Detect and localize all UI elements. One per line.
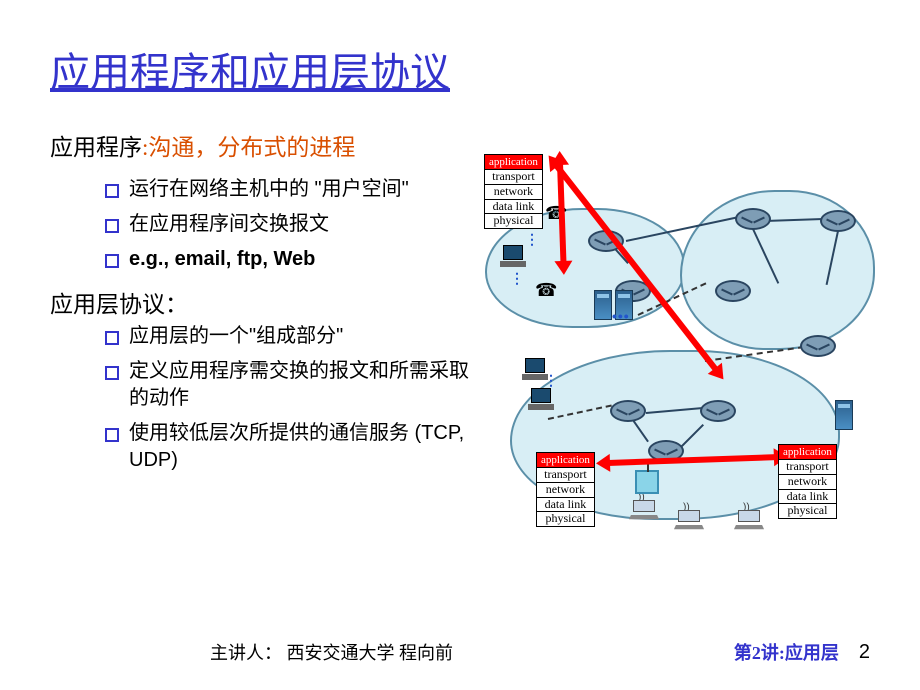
footer: 主讲人： 西安交通大学 程向前 第2讲:应用层 2 bbox=[0, 639, 920, 665]
ellipsis-dots: ⋮ bbox=[510, 270, 526, 287]
protocol-stack: applicationtransportnetworkdata linkphys… bbox=[484, 154, 543, 229]
server-icon bbox=[835, 400, 853, 430]
stack-layer: data link bbox=[537, 498, 594, 513]
laptop-icon: )) bbox=[735, 510, 763, 530]
stack-layer: application bbox=[779, 445, 836, 460]
router-icon bbox=[820, 210, 856, 232]
bullet-item: 在应用程序间交换报文 bbox=[105, 211, 470, 238]
slide: 应用程序和应用层协议 应用程序:沟通，分布式的进程 运行在网络主机中的 "用户空… bbox=[0, 0, 920, 690]
server-icon bbox=[594, 290, 612, 320]
laptop-icon: )) bbox=[630, 500, 658, 520]
pc-icon bbox=[500, 245, 526, 267]
stack-layer: network bbox=[485, 185, 542, 200]
router-icon bbox=[735, 208, 771, 230]
presenter-text: 主讲人： 西安交通大学 程向前 bbox=[210, 639, 453, 665]
stack-layer: network bbox=[537, 483, 594, 498]
bullet-item: 运行在网络主机中的 "用户空间" bbox=[105, 176, 470, 203]
spacer bbox=[50, 166, 470, 172]
bullet-item: 定义应用程序需交换的报文和所需采取的动作 bbox=[105, 358, 470, 412]
stack-layer: transport bbox=[779, 460, 836, 475]
stack-layer: application bbox=[537, 453, 594, 468]
chapter-text: 第2讲:应用层 bbox=[734, 639, 839, 665]
stack-layer: data link bbox=[779, 490, 836, 505]
router-icon bbox=[610, 400, 646, 422]
stack-layer: physical bbox=[779, 504, 836, 518]
stack-layer: data link bbox=[485, 200, 542, 215]
stack-layer: application bbox=[485, 155, 542, 170]
stack-layer: physical bbox=[485, 214, 542, 228]
slide-title: 应用程序和应用层协议 bbox=[50, 40, 870, 98]
pc-icon bbox=[528, 388, 554, 410]
text-column: 应用程序:沟通，分布式的进程 运行在网络主机中的 "用户空间" 在应用程序间交换… bbox=[50, 128, 480, 486]
laptop-icon: )) bbox=[675, 510, 703, 530]
section1-heading-pre: 应用程序 bbox=[50, 135, 142, 160]
section2-bullets: 应用层的一个"组成部分" 定义应用程序需交换的报文和所需采取的动作 使用较低层次… bbox=[50, 323, 470, 474]
page-number: 2 bbox=[859, 641, 870, 664]
network-diagram: ))))))))☎☎⋮⋮•••⋮applicationtransportnetw… bbox=[480, 140, 890, 580]
section1-heading-accent: :沟通，分布式的进程 bbox=[142, 135, 355, 160]
stack-layer: transport bbox=[537, 468, 594, 483]
section1-heading: 应用程序:沟通，分布式的进程 bbox=[50, 128, 470, 162]
stack-layer: network bbox=[779, 475, 836, 490]
section1-bullets: 运行在网络主机中的 "用户空间" 在应用程序间交换报文 e.g., email,… bbox=[50, 176, 470, 273]
bullet-item: 使用较低层次所提供的通信服务 (TCP, UDP) bbox=[105, 420, 470, 474]
stack-layer: transport bbox=[485, 170, 542, 185]
protocol-stack: applicationtransportnetworkdata linkphys… bbox=[536, 452, 595, 527]
bullet-item: e.g., email, ftp, Web bbox=[105, 246, 470, 273]
accesspoint-icon bbox=[635, 470, 659, 494]
stack-layer: physical bbox=[537, 512, 594, 526]
section2-heading: 应用层协议： bbox=[50, 285, 470, 319]
router-icon bbox=[800, 335, 836, 357]
ellipsis-dots: ⋮ bbox=[525, 231, 541, 248]
phone-icon: ☎ bbox=[535, 280, 557, 294]
router-icon bbox=[715, 280, 751, 302]
bullet-item: 应用层的一个"组成部分" bbox=[105, 323, 470, 350]
ellipsis-dots: ⋮ bbox=[544, 372, 560, 389]
router-icon bbox=[700, 400, 736, 422]
ellipsis-dots: ••• bbox=[612, 308, 630, 324]
protocol-stack: applicationtransportnetworkdata linkphys… bbox=[778, 444, 837, 519]
